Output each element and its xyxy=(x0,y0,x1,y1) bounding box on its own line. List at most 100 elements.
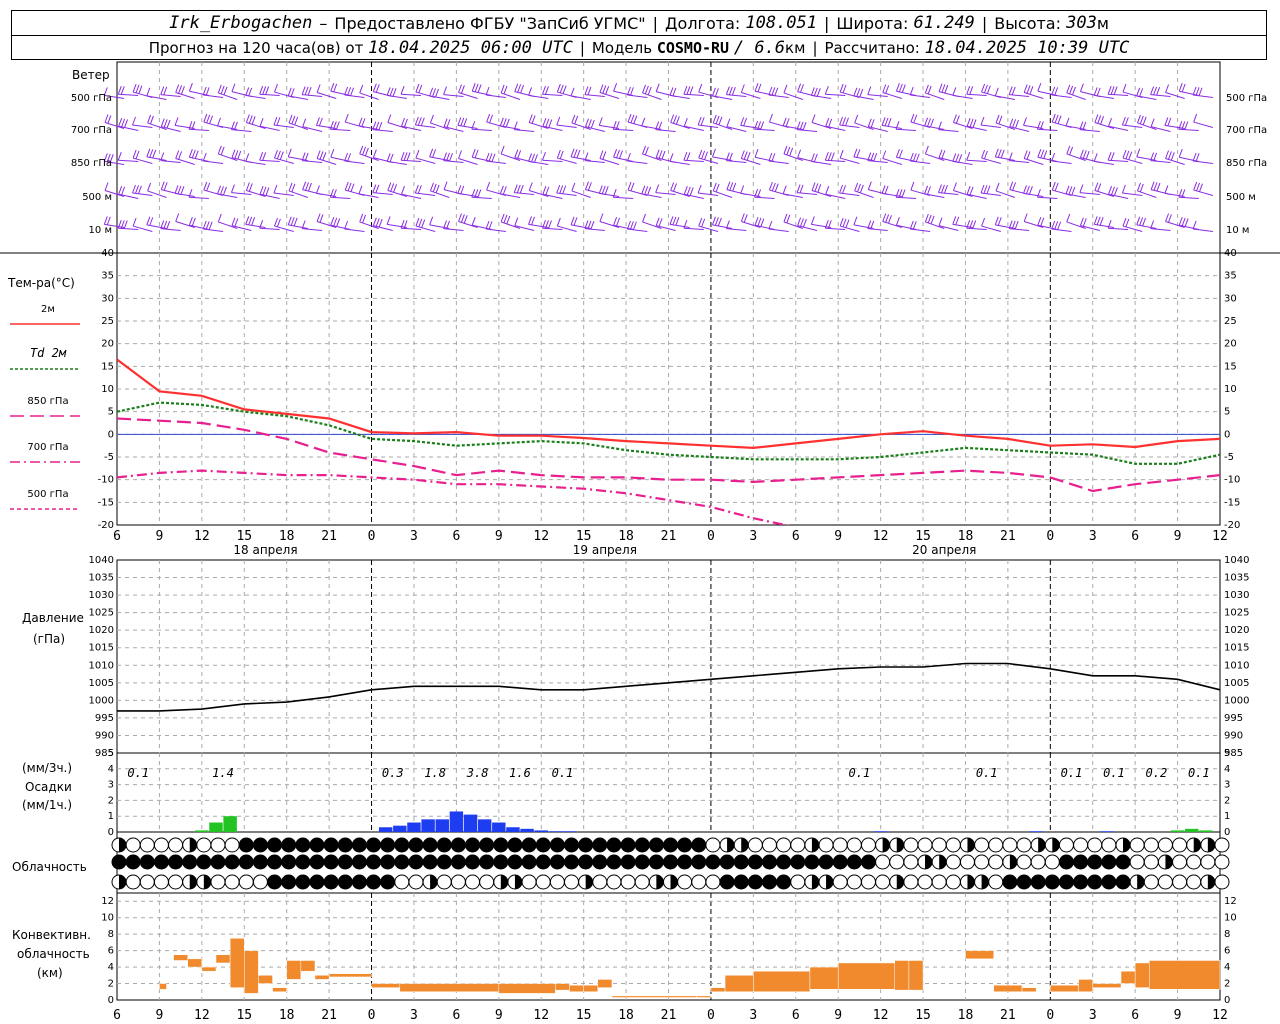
cloud-cover-half xyxy=(189,838,197,853)
wind-feather xyxy=(485,86,490,96)
cloud-cover-symbol xyxy=(394,837,410,853)
hour-tick-temp: 9 xyxy=(834,529,842,544)
wind-feather xyxy=(570,87,575,96)
wind-barb xyxy=(401,125,422,131)
wind-feather xyxy=(500,84,505,94)
wind-feather xyxy=(203,113,208,123)
cloud-cover-symbol xyxy=(125,837,141,853)
wind-feather xyxy=(400,152,405,161)
wind-barb xyxy=(599,124,620,129)
cloud-cover-symbol xyxy=(1087,854,1103,870)
wind-feather xyxy=(223,86,228,96)
cloud-cover-symbol xyxy=(818,854,834,870)
wind-feather xyxy=(587,119,592,128)
convective-bar xyxy=(837,962,896,990)
temp-y-tick-left: 20 xyxy=(101,339,114,350)
pres-y-tick-left: 1040 xyxy=(89,555,114,566)
hour-tick-bottom: 3 xyxy=(749,1008,757,1023)
conv-y-tick-right: 12 xyxy=(1224,896,1237,907)
wind-feather xyxy=(205,87,210,96)
temp-y-tick-left: 25 xyxy=(101,316,114,327)
wind-feather xyxy=(599,150,604,159)
wind-feather xyxy=(274,149,278,159)
temp-series-2 xyxy=(117,417,1220,493)
cloud-cover-symbol xyxy=(889,854,905,870)
wind-barb xyxy=(302,160,323,163)
wind-feather xyxy=(768,86,773,96)
temp-y-tick-right: 15 xyxy=(1224,361,1237,372)
wind-feather xyxy=(505,118,510,128)
wind-feather xyxy=(683,152,688,161)
wind-feather xyxy=(446,220,450,230)
pres-y-tick-right: 1000 xyxy=(1224,695,1249,706)
wind-feather xyxy=(234,150,239,159)
cloud-cover-symbol xyxy=(620,837,636,853)
wind-feather xyxy=(774,87,779,96)
wind-feather xyxy=(132,184,136,194)
cloud-cover-symbol xyxy=(1030,874,1046,890)
pres-y-tick-right: 985 xyxy=(1224,748,1243,759)
wind-feather xyxy=(163,119,168,128)
hour-tick-temp: 9 xyxy=(1174,529,1182,544)
wind-feather xyxy=(488,153,493,162)
conv-y-tick-right: 0 xyxy=(1224,995,1230,1006)
wind-feather xyxy=(166,220,171,230)
wind-feather xyxy=(1097,183,1102,192)
wind-feather xyxy=(725,86,730,95)
wind-feather xyxy=(697,184,702,194)
cloud-cover-symbol xyxy=(479,854,495,870)
wind-barb xyxy=(840,157,860,164)
cloud-cover-symbol xyxy=(281,837,297,853)
cloud-cover-symbol xyxy=(761,854,777,870)
wind-barb xyxy=(1164,192,1185,197)
wind-feather xyxy=(912,221,917,230)
cloud-cover-symbol xyxy=(1058,874,1074,890)
wind-feather xyxy=(166,119,171,129)
pres-y-tick-left: 1035 xyxy=(89,573,114,584)
cloud-cover-symbol xyxy=(323,837,339,853)
cloud-cover-half xyxy=(1165,855,1173,869)
wind-feather xyxy=(799,184,804,194)
wind-feather xyxy=(839,217,844,227)
wind-feather xyxy=(1142,116,1147,126)
pres-y-tick-right: 1015 xyxy=(1224,643,1249,654)
wind-feather xyxy=(418,218,423,228)
wind-feather xyxy=(542,118,547,127)
wind-barb xyxy=(1108,227,1129,230)
wind-feather xyxy=(783,84,788,94)
cloud-cover-symbol xyxy=(281,854,297,870)
wind-feather xyxy=(488,221,493,230)
wind-feather xyxy=(1051,86,1056,96)
temp-y-tick-right: 20 xyxy=(1224,339,1237,350)
wind-barb xyxy=(1122,124,1143,128)
temp-y-tick-left: 40 xyxy=(101,248,114,259)
wind-feather xyxy=(1026,151,1031,160)
convective-bar xyxy=(1092,983,1122,988)
wind-feather xyxy=(782,117,787,126)
wind-barb xyxy=(245,160,266,165)
cloud-cover-symbol xyxy=(606,874,622,890)
wind-feather xyxy=(358,185,363,194)
cloud-cover-symbol xyxy=(1115,874,1131,890)
wind-feather xyxy=(955,216,960,226)
hour-tick-temp: 18 xyxy=(279,529,295,544)
cloud-cover-symbol xyxy=(790,854,806,870)
wind-feather xyxy=(658,218,663,227)
hour-tick-bottom: 15 xyxy=(236,1008,252,1023)
cloud-cover-half xyxy=(203,875,211,889)
wind-feather xyxy=(202,220,207,230)
wind-feather xyxy=(443,118,448,127)
wind-feather xyxy=(712,114,717,124)
hour-tick-bottom: 12 xyxy=(1212,1008,1228,1023)
wind-feather xyxy=(103,216,108,225)
wind-feather xyxy=(824,152,829,161)
wind-feather xyxy=(810,87,815,96)
hour-tick-temp: 15 xyxy=(576,529,592,544)
wind-feather xyxy=(471,83,476,92)
wind-feather xyxy=(180,86,185,95)
wind-feather xyxy=(206,114,211,124)
wind-feather xyxy=(675,116,680,125)
wind-barb xyxy=(401,159,422,162)
hour-tick-temp: 3 xyxy=(1089,529,1097,544)
cloud-cover-half xyxy=(896,838,904,853)
